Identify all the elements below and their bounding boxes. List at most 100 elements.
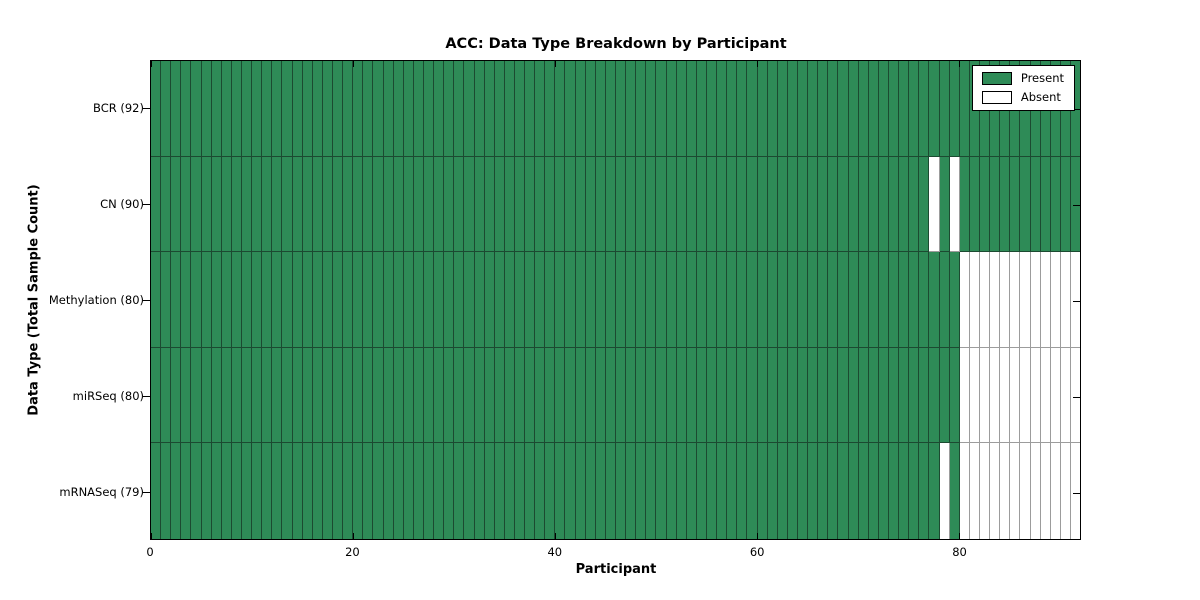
matrix-cell <box>747 61 758 157</box>
matrix-cell <box>373 156 384 253</box>
matrix-cell <box>474 443 485 539</box>
matrix-cell <box>525 443 536 539</box>
matrix-cell <box>757 443 768 539</box>
matrix-cell <box>434 443 445 539</box>
matrix-cell <box>909 252 920 348</box>
matrix-cell <box>605 61 617 157</box>
matrix-cell <box>717 443 728 539</box>
matrix-cell <box>191 347 202 444</box>
matrix-cell <box>626 443 637 539</box>
matrix-cell <box>262 61 273 157</box>
matrix-cell <box>413 156 424 253</box>
matrix-cell <box>292 347 303 444</box>
matrix-cell <box>727 61 738 157</box>
x-tick-mark <box>151 61 152 67</box>
matrix-cell <box>545 252 556 348</box>
matrix-cell <box>848 347 859 444</box>
matrix-cell <box>151 252 162 348</box>
matrix-cell <box>525 61 536 157</box>
matrix-cell <box>545 347 556 444</box>
matrix-cell <box>454 61 465 157</box>
matrix-cell <box>363 347 374 444</box>
matrix-cell <box>161 443 172 539</box>
matrix-cell <box>949 61 960 157</box>
matrix-cell <box>909 61 920 157</box>
matrix-cell <box>565 347 576 444</box>
matrix-cell <box>838 347 849 444</box>
matrix-cell <box>444 156 455 253</box>
x-tick-label: 0 <box>146 545 154 559</box>
matrix-cell <box>959 61 970 157</box>
plot-area: Present Absent <box>150 60 1081 540</box>
matrix-cell <box>181 443 192 539</box>
matrix-cell <box>343 347 354 444</box>
matrix-cell <box>252 252 263 348</box>
matrix-cell <box>181 252 192 348</box>
matrix-cell <box>959 347 970 444</box>
matrix-cell <box>737 443 748 539</box>
matrix-cell <box>858 156 869 253</box>
matrix-cell <box>565 252 576 348</box>
matrix-cell <box>868 156 879 253</box>
matrix-cell <box>787 252 798 348</box>
x-axis-label: Participant <box>575 562 657 577</box>
matrix-cell <box>929 252 940 348</box>
matrix-cell <box>1000 443 1011 539</box>
matrix-cell <box>474 156 485 253</box>
matrix-cell <box>929 61 940 157</box>
matrix-cell <box>454 347 465 444</box>
matrix-cell <box>353 347 364 444</box>
y-tick-mark <box>1073 205 1080 206</box>
matrix-cell <box>1070 443 1081 539</box>
matrix-cell <box>221 156 232 253</box>
matrix-cell <box>1050 347 1061 444</box>
matrix-cell <box>696 443 708 539</box>
matrix-cell <box>494 61 505 157</box>
matrix-cell <box>767 347 778 444</box>
matrix-row-mrnaseq <box>151 443 1081 539</box>
matrix-cell <box>454 252 465 348</box>
matrix-cell <box>909 156 920 253</box>
matrix-cell <box>707 61 718 157</box>
matrix-cell <box>777 61 788 157</box>
matrix-cell <box>555 347 566 444</box>
matrix-row-mirseq <box>151 347 1081 444</box>
matrix-cell <box>929 347 940 444</box>
matrix-cell <box>919 347 930 444</box>
matrix-cell <box>504 443 515 539</box>
matrix-cell <box>666 156 677 253</box>
matrix-cell <box>181 156 192 253</box>
matrix-cell <box>211 443 222 539</box>
matrix-cell <box>1030 252 1041 348</box>
legend-entry-present: Present <box>981 72 1064 85</box>
matrix-cell <box>181 347 192 444</box>
matrix-cell <box>383 252 394 348</box>
matrix-cell <box>292 443 303 539</box>
matrix-cell <box>969 156 980 253</box>
matrix-cell <box>798 347 809 444</box>
matrix-cell <box>312 347 323 444</box>
matrix-cell <box>899 156 910 253</box>
matrix-cell <box>444 443 455 539</box>
matrix-cell <box>767 61 778 157</box>
matrix-cell <box>292 61 303 157</box>
matrix-cell <box>919 252 930 348</box>
matrix-cell <box>363 252 374 348</box>
matrix-cell <box>545 61 556 157</box>
matrix-cell <box>484 252 495 348</box>
matrix-cell <box>282 443 293 539</box>
matrix-cell <box>585 443 596 539</box>
matrix-cell <box>575 347 586 444</box>
matrix-cell <box>777 252 788 348</box>
matrix-cell <box>808 443 819 539</box>
matrix-cell <box>393 347 404 444</box>
matrix-row-methylation <box>151 252 1081 348</box>
matrix-cell <box>848 252 859 348</box>
matrix-cell <box>322 156 333 253</box>
matrix-cell <box>322 61 333 157</box>
y-tick-mark <box>143 300 150 301</box>
matrix-cell <box>838 252 849 348</box>
matrix-cell <box>221 61 232 157</box>
y-tick-label-mirseq: miRSeq (80) <box>72 389 144 403</box>
matrix-cell <box>1020 252 1031 348</box>
